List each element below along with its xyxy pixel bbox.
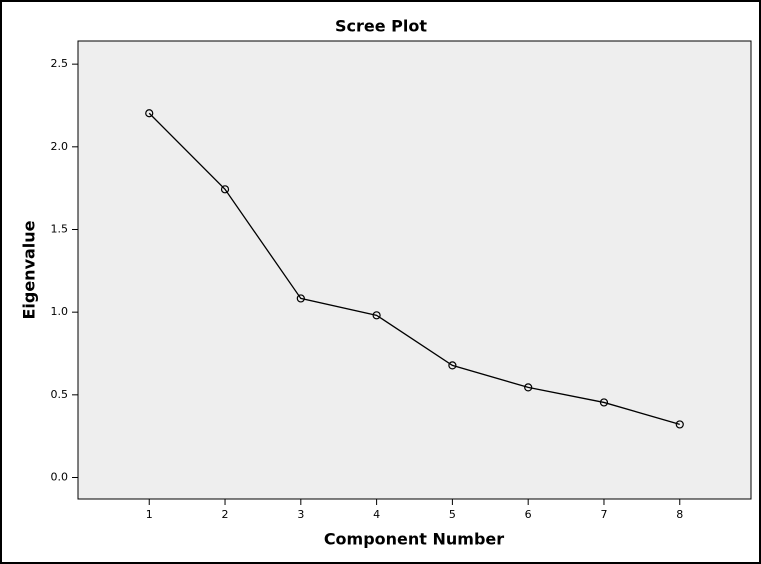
y-tick-label: 2.5 (51, 57, 69, 70)
x-tick-label: 7 (600, 508, 607, 521)
y-tick-label: 1.0 (51, 305, 69, 318)
chart-title: Scree Plot (335, 17, 427, 36)
y-tick-label: 0.0 (51, 471, 69, 484)
y-axis-label: Eigenvalue (20, 220, 39, 319)
marker (220, 185, 230, 194)
marker (372, 311, 381, 320)
line (148, 112, 680, 426)
x-tick-label: 6 (525, 508, 532, 521)
x-tick-label: 1 (146, 508, 153, 521)
x-axis-label: Component Number (324, 530, 504, 549)
y-tick-label: 1.5 (51, 222, 69, 235)
y-tick-label: 2.0 (51, 140, 69, 153)
plot-area (77, 40, 752, 500)
marker (296, 294, 305, 303)
marker (448, 361, 457, 370)
y-tick-label: 0.5 (51, 388, 69, 401)
marker (145, 109, 154, 118)
x-tick-label: 4 (373, 508, 380, 521)
x-tick-label: 8 (676, 508, 683, 521)
marker (524, 383, 533, 392)
x-tick-label: 5 (449, 508, 456, 521)
marker (599, 398, 609, 407)
x-tick-label: 2 (222, 508, 229, 521)
x-tick-label: 3 (297, 508, 304, 521)
marker (675, 420, 684, 429)
